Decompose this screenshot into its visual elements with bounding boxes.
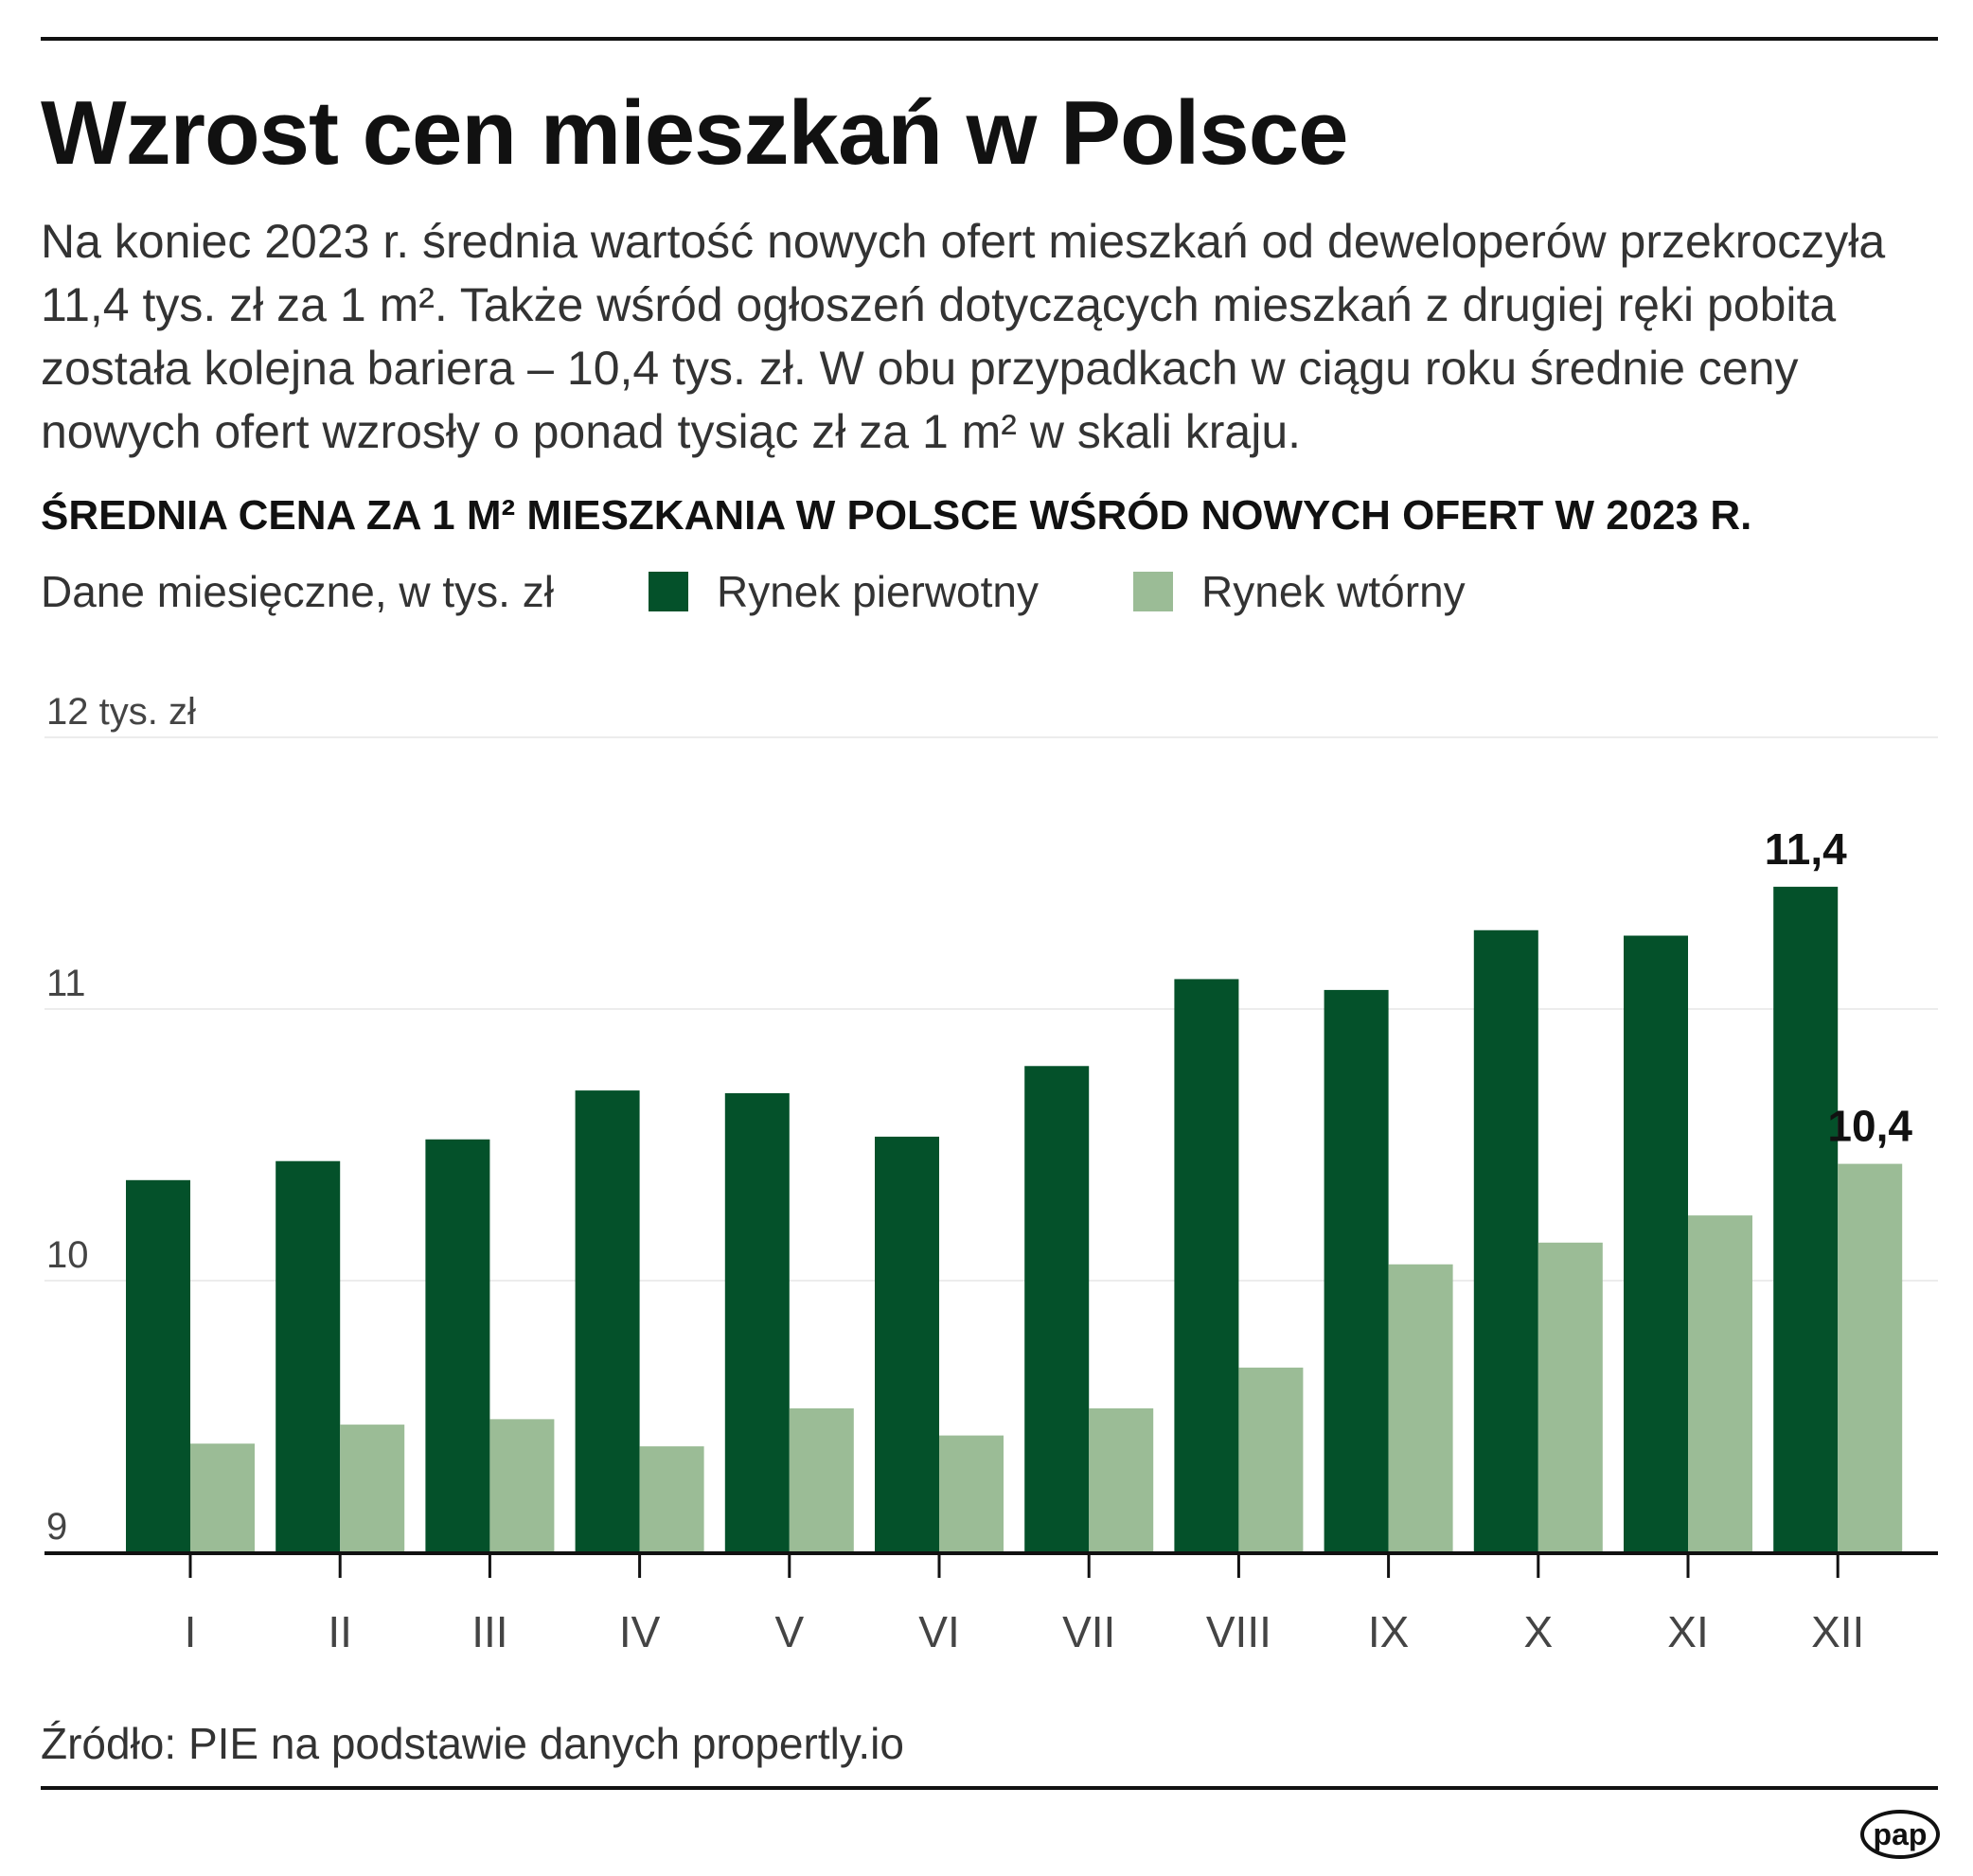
bar-secondary: [489, 1419, 555, 1552]
bar-secondary: [340, 1425, 405, 1552]
logo-text: pap: [1873, 1816, 1928, 1851]
x-tick-label: V: [774, 1607, 804, 1656]
bar-secondary: [1688, 1215, 1752, 1552]
bar-secondary: [1089, 1407, 1154, 1552]
bar-primary: [1174, 979, 1239, 1552]
bar-primary: [1624, 935, 1688, 1552]
data-label: 10,4: [1827, 1102, 1912, 1151]
bar-secondary: [1238, 1367, 1304, 1552]
bar-primary: [1324, 989, 1389, 1552]
bar-primary: [1773, 886, 1839, 1552]
bar-primary: [1024, 1066, 1090, 1552]
x-tick-label: III: [471, 1607, 507, 1656]
x-tick-label: I: [185, 1607, 197, 1656]
x-tick-label: VIII: [1206, 1607, 1271, 1656]
bar-primary: [875, 1136, 939, 1552]
chart-subtitle: Dane miesięczne, w tys. zł: [41, 567, 554, 616]
bar-secondary: [639, 1446, 704, 1552]
bar-secondary: [1538, 1242, 1603, 1552]
legend-item-primary: Rynek pierwotny: [648, 566, 1040, 617]
bar-primary: [126, 1179, 190, 1552]
x-tick-label: VII: [1062, 1607, 1115, 1656]
y-tick-label: 11: [46, 963, 86, 1004]
legend-label-secondary: Rynek wtórny: [1201, 567, 1466, 616]
y-tick-label: 10: [46, 1234, 89, 1276]
bar-secondary: [789, 1407, 854, 1552]
bar-primary: [575, 1090, 640, 1552]
bar-primary: [276, 1160, 341, 1552]
bar-primary: [1473, 929, 1538, 1552]
lead-paragraph: Na koniec 2023 r. średnia wartość nowych…: [41, 215, 1886, 458]
legend-item-secondary: Rynek wtórny: [1133, 566, 1466, 617]
y-tick-label: 12 tys. zł: [46, 691, 196, 733]
x-tick-label: IV: [619, 1607, 661, 1656]
x-tick-label: XII: [1811, 1607, 1864, 1656]
x-tick-label: VI: [918, 1607, 959, 1656]
bottom-rule: [41, 1786, 1938, 1790]
data-label: 11,4: [1765, 824, 1847, 874]
y-tick-label: 9: [46, 1506, 67, 1548]
top-rule: [41, 37, 1938, 41]
bar-secondary: [190, 1443, 255, 1552]
bar-secondary: [939, 1435, 1004, 1552]
pap-logo: pap: [1860, 1810, 1940, 1859]
x-tick-label: XI: [1667, 1607, 1708, 1656]
bar-secondary: [1838, 1163, 1903, 1552]
x-tick-label: II: [328, 1607, 352, 1656]
x-tick-label: X: [1523, 1607, 1553, 1656]
bar-primary: [724, 1092, 790, 1552]
bar-primary: [425, 1139, 490, 1552]
chart-title: ŚREDNIA CENA ZA 1 M² MIESZKANIA W POLSCE…: [41, 492, 1752, 539]
bar-secondary: [1388, 1264, 1453, 1552]
x-tick-label: IX: [1368, 1607, 1409, 1656]
legend: Dane miesięczne, w tys. zł Rynek pierwot…: [41, 566, 1466, 617]
source-note: Źródło: PIE na podstawie danych propertl…: [41, 1719, 904, 1768]
headline: Wzrost cen mieszkań w Polsce: [41, 82, 1348, 184]
legend-label-primary: Rynek pierwotny: [716, 567, 1040, 616]
legend-swatch-primary: [648, 572, 688, 611]
legend-swatch-secondary: [1133, 572, 1174, 611]
